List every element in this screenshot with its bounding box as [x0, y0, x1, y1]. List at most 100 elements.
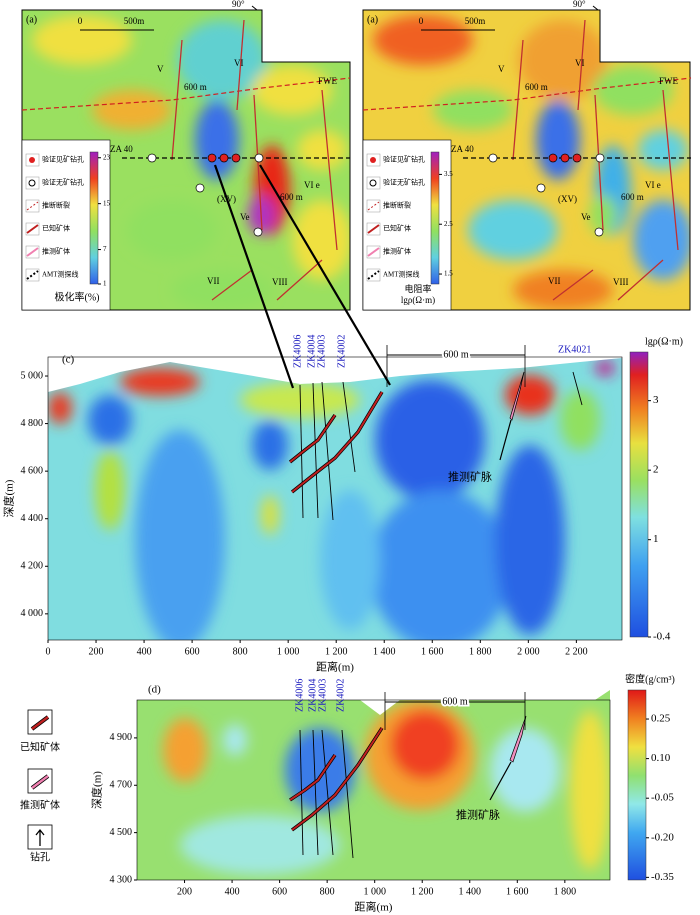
ore-body [291, 391, 383, 493]
section-blobs [163, 700, 610, 875]
field-blob [320, 490, 380, 630]
panel-label: (c) [62, 354, 75, 366]
colorbar [629, 351, 649, 638]
legend-icon [25, 222, 40, 236]
span-label: 600 m [443, 349, 469, 360]
colorbar-label: lgρ(Ω·m) [645, 336, 683, 347]
borehole-label: ZK4006 [292, 335, 303, 368]
legend-symbol [367, 247, 380, 257]
legend-icon [366, 222, 381, 236]
fault [21, 77, 351, 111]
x-tick-label: 2 200 [565, 646, 588, 657]
x-tick-label: 1 800 [554, 886, 577, 897]
x-tick-label: 1 600 [506, 886, 529, 897]
ore-body [321, 89, 338, 251]
field-blob [120, 368, 200, 396]
legend-icon [25, 245, 40, 259]
ore-body [662, 89, 679, 251]
panel-label: (d) [148, 684, 161, 696]
scale-label: 0 [78, 16, 83, 26]
x-tick-label: 1 400 [373, 646, 396, 657]
borehole-label: ZK4004 [307, 679, 318, 712]
ore-body [171, 39, 183, 161]
legend-icon [25, 199, 40, 213]
field-blob [252, 65, 332, 115]
x-tick-label: 1 200 [411, 886, 434, 897]
legend-symbol [31, 716, 49, 730]
x-tick-label: 600 [185, 646, 200, 657]
legend-symbol [369, 179, 377, 187]
field-blob [490, 728, 560, 812]
x-axis-label: 距离(m) [355, 900, 393, 914]
colorbar-label: 极化率(%) [55, 290, 100, 303]
borehole [548, 153, 558, 163]
scale-label: 0 [419, 16, 424, 26]
field-blob [370, 490, 510, 640]
colorbar-tick-label: 7 [103, 245, 107, 253]
borehole [536, 183, 546, 193]
colorbar-tick-label: 1.5 [444, 270, 453, 278]
panel-label: (a) [26, 14, 37, 25]
fields [22, 10, 690, 880]
map-label: VIII [272, 277, 288, 287]
field-blob [390, 710, 460, 780]
field-blob [536, 100, 580, 180]
map-label: VIII [613, 277, 629, 287]
north-arrow [568, 5, 600, 11]
x-tick-label: 1 400 [459, 886, 482, 897]
legend-label: 推测矿体 [383, 247, 411, 256]
legend-icon [25, 268, 40, 282]
field-blob [195, 100, 239, 180]
x-tick-label: 1 600 [421, 646, 444, 657]
legend-label: 已知矿体 [383, 224, 411, 233]
map-label: 600 m [621, 192, 644, 202]
legend-label: 推测矿体 [42, 247, 70, 256]
ore-body [291, 727, 383, 831]
borehole-label: ZK4002 [335, 679, 346, 712]
borehole-label: ZK4006 [294, 679, 305, 712]
y-tick-label: 4 800 [21, 418, 44, 429]
legend-label: 验证无矿钻孔 [383, 178, 425, 187]
legend-symbol [28, 179, 36, 187]
colorbar-tick-label: 23 [103, 153, 111, 161]
borehole-label: ZK4003 [317, 679, 328, 712]
map-label: VI [234, 58, 244, 68]
field-blob [518, 20, 608, 100]
y-tick-label: 4 200 [21, 561, 44, 572]
borehole [560, 153, 570, 163]
colorbar-tick-label: 3.5 [444, 170, 453, 178]
connector [259, 164, 391, 386]
borehole-label: ZK4003 [316, 335, 327, 368]
borehole-label: ZK4021 [558, 344, 591, 355]
panel-label: (a) [367, 14, 378, 25]
x-tick-label: 400 [137, 646, 152, 657]
ore-body [552, 269, 594, 301]
borehole [595, 153, 605, 163]
y-axis-label: 深度(m) [90, 771, 104, 809]
legend-icon [366, 199, 381, 213]
colorbar-tick-label: 2.5 [444, 220, 453, 228]
borehole [147, 153, 157, 163]
map-label: VII [548, 276, 561, 286]
ore-body [512, 39, 524, 161]
field-blob [633, 200, 690, 280]
map-label: 600 m [184, 82, 207, 92]
field-blob [88, 395, 132, 445]
map-blobs [373, 15, 690, 310]
borehole-line [341, 729, 354, 859]
legend-label: 验证无矿钻孔 [42, 178, 84, 187]
colorbar-tick-label: -0.05 [651, 792, 674, 804]
colorbar [430, 151, 440, 285]
legend-icon [366, 153, 381, 167]
borehole [195, 183, 205, 193]
map-label: Ve [240, 212, 250, 222]
colorbar-label: 电阻率 [404, 283, 431, 294]
field-blob [373, 15, 473, 65]
x-tick-label: 2 000 [517, 646, 540, 657]
field-blob [285, 728, 355, 812]
borehole [594, 227, 604, 237]
map-label: ZA 40 [451, 144, 474, 154]
colorbar-tick-label: 0.25 [651, 713, 671, 725]
field-blob [180, 815, 340, 875]
